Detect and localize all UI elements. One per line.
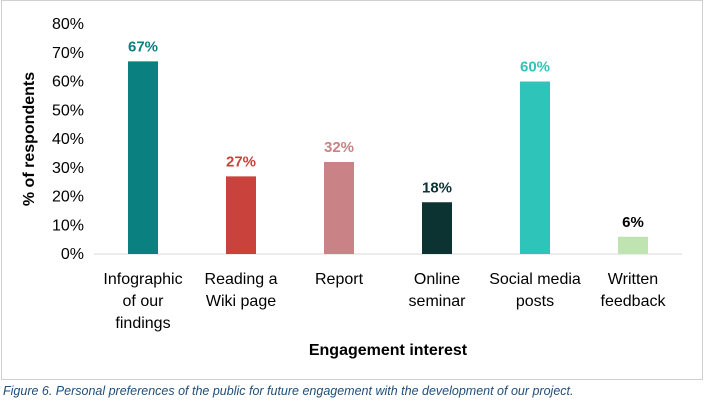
bar: [128, 61, 158, 254]
bar: [226, 176, 256, 254]
data-label: 18%: [422, 179, 452, 196]
y-tick-label: 40%: [52, 131, 84, 148]
y-tick-label: 60%: [52, 74, 84, 91]
x-tick-label: Online: [414, 271, 460, 288]
x-tick-label: Reading a: [205, 271, 278, 288]
y-tick-label: 80%: [52, 16, 84, 33]
y-tick-label: 70%: [52, 45, 84, 62]
y-tick-label: 50%: [52, 102, 84, 119]
x-tick-label: Social media: [489, 271, 581, 288]
x-tick-label: posts: [516, 293, 554, 310]
y-axis-title: % of respondents: [21, 72, 38, 206]
bar-chart: 0% 10% 20% 30% 40% 50% 60% 70% 80% 67% Infographic…: [21, 16, 682, 359]
y-tick-label: 10%: [52, 217, 84, 234]
data-label: 67%: [128, 38, 158, 55]
x-axis-title: Engagement interest: [309, 342, 468, 359]
x-tick-label: Report: [315, 271, 364, 288]
bar: [324, 162, 354, 254]
data-label: 27%: [226, 153, 256, 170]
x-tick-label: Wiki page: [206, 293, 276, 310]
x-tick-label: Written: [608, 271, 658, 288]
x-tick-label: feedback: [601, 293, 667, 310]
y-tick-label: 0%: [61, 246, 84, 263]
bar: [520, 81, 550, 254]
x-tick-label: Infographic: [103, 271, 182, 288]
data-label: 60%: [520, 59, 550, 76]
bar: [618, 236, 648, 254]
x-tick-label: of our: [123, 293, 165, 310]
y-tick-label: 30%: [52, 160, 84, 177]
y-tick-label: 20%: [52, 189, 84, 206]
data-label: 32%: [324, 139, 354, 156]
data-label: 6%: [622, 214, 644, 231]
bar: [422, 202, 452, 254]
x-tick-label: seminar: [409, 293, 467, 310]
x-tick-label: findings: [115, 315, 170, 332]
figure-caption: Figure 6. Personal preferences of the pu…: [3, 384, 574, 398]
